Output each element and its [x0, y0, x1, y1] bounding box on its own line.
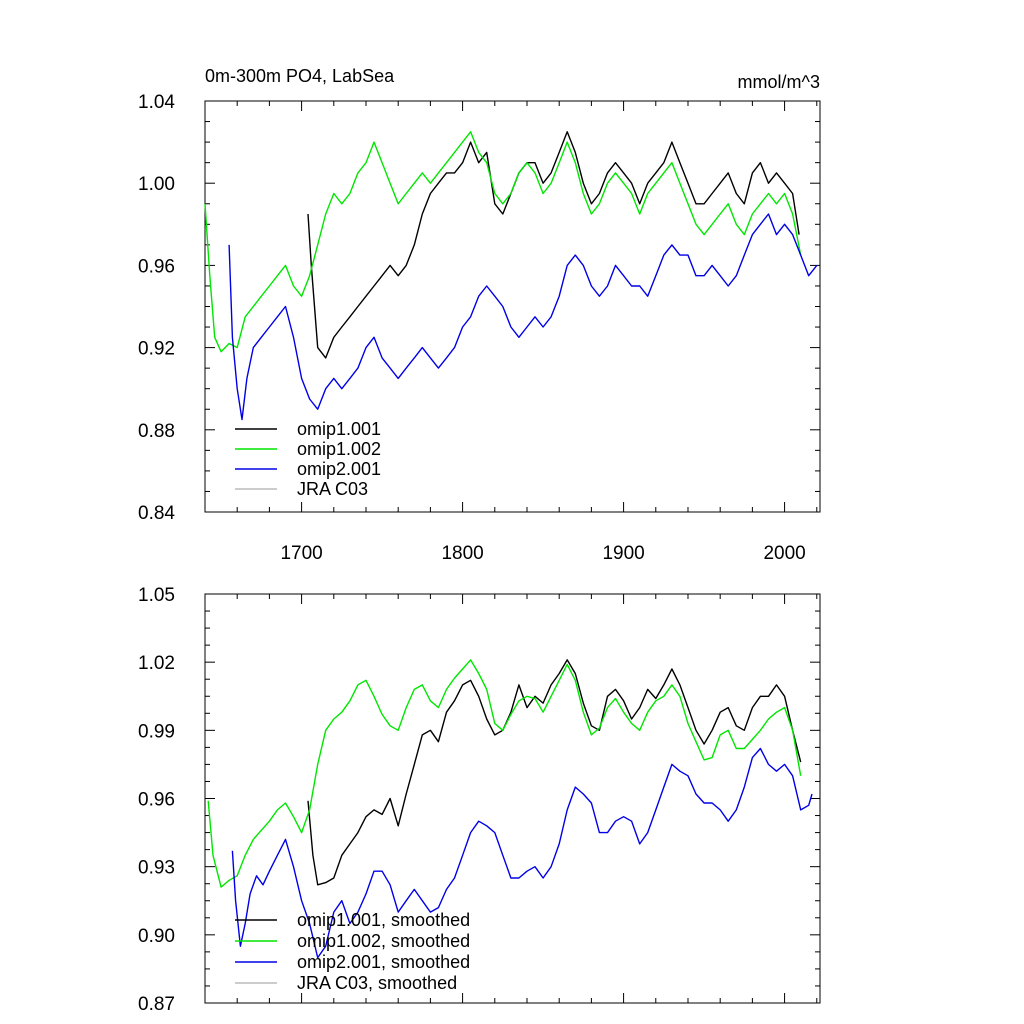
legend-label: omip1.001 [297, 419, 381, 439]
y-tick-label: 1.00 [138, 174, 175, 195]
y-tick-label: 0.96 [138, 790, 175, 811]
legend-label: JRA C03, smoothed [297, 973, 457, 993]
series-line-omip2-001-smoothed [231, 747, 813, 959]
legend-label: omip2.001 [297, 459, 381, 479]
y-tick-label: 0.88 [138, 421, 175, 442]
y-tick-label: 0.96 [138, 256, 175, 277]
series-line-omip1-002 [204, 131, 802, 353]
series-line-omip2-001 [228, 213, 818, 421]
legend-label: JRA C03 [297, 479, 368, 499]
x-tick-label: 1700 [280, 543, 322, 564]
legend-label: omip1.002, smoothed [297, 931, 470, 951]
y-tick-label: 0.90 [138, 926, 175, 947]
y-tick-label: 0.84 [138, 503, 175, 524]
y-tick-label: 0.92 [138, 339, 175, 360]
bottom-panel: 1.05 1.02 0.99 0.96 0.93 0.90 0.87 omip1.001, s… [138, 585, 821, 1015]
x-tick-label: 2000 [763, 543, 805, 564]
series-line-omip1-001-smoothed [307, 659, 802, 886]
x-tick-label: 1900 [602, 543, 644, 564]
y-tick-label: 0.87 [138, 994, 175, 1015]
y-tick-label: 0.93 [138, 858, 175, 879]
chart-title: 0m-300m PO4, LabSea [205, 66, 395, 86]
x-tick-label: 1800 [441, 543, 483, 564]
y-tick-label: 1.02 [138, 653, 175, 674]
series-line-omip1-001 [307, 131, 800, 359]
y-tick-label: 0.99 [138, 721, 175, 742]
y-tick-label: 1.04 [138, 92, 175, 113]
top-panel: 0m-300m PO4, LabSea mmol/m^3 1.04 1.00 0.96 0… [138, 66, 821, 564]
legend-label: omip1.001, smoothed [297, 910, 470, 930]
units-label: mmol/m^3 [738, 72, 820, 92]
y-tick-label: 1.05 [138, 585, 175, 606]
series-line-omip1-002-smoothed [207, 659, 802, 888]
legend-label: omip2.001, smoothed [297, 952, 470, 972]
legend-label: omip1.002 [297, 439, 381, 459]
